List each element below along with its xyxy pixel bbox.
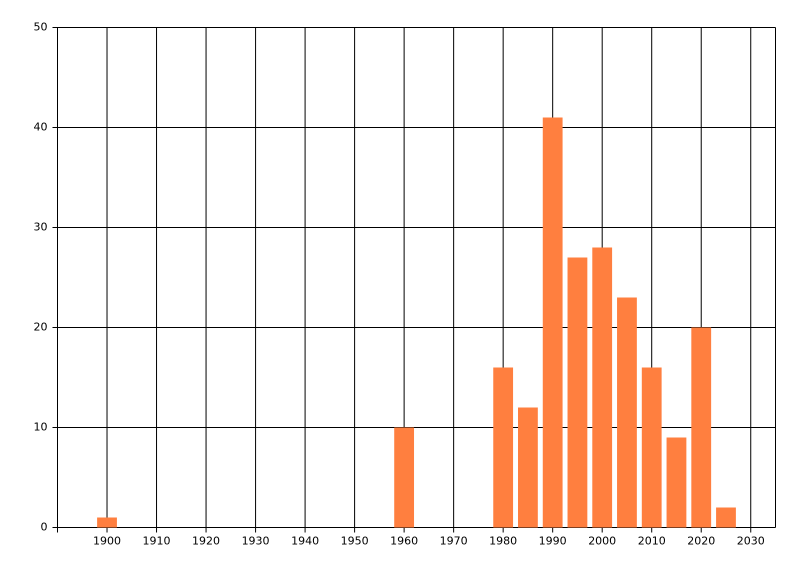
y-tick-label: 10 [34, 421, 48, 434]
x-tick-label: 1980 [489, 535, 517, 548]
bar [97, 517, 117, 528]
x-tick-label: 2020 [687, 535, 715, 548]
bar [542, 117, 563, 528]
x-tick-label: 2000 [588, 535, 616, 548]
x-tick-label: 1900 [93, 535, 121, 548]
bar [567, 257, 588, 528]
bar [691, 327, 712, 528]
x-tick-label: 1960 [390, 535, 418, 548]
x-tick-label: 1970 [440, 535, 468, 548]
bar [493, 367, 514, 528]
y-tick-label: 30 [34, 221, 48, 234]
x-tick-label: 1910 [143, 535, 171, 548]
x-tick-label: 1930 [242, 535, 270, 548]
x-tick-label: 2010 [638, 535, 666, 548]
bar [592, 247, 613, 528]
x-tick-label: 1920 [192, 535, 220, 548]
bar [716, 507, 736, 528]
bar [518, 407, 538, 528]
bar [394, 427, 415, 528]
bar [617, 297, 637, 528]
y-tick-label: 50 [34, 21, 48, 34]
x-tick-label: 1940 [291, 535, 319, 548]
x-tick-label: 2030 [737, 535, 765, 548]
x-tick-label: 1990 [539, 535, 567, 548]
y-tick-label: 0 [41, 521, 48, 534]
bar [641, 367, 662, 528]
x-tick-label: 1950 [341, 535, 369, 548]
bar [666, 437, 687, 528]
y-tick-label: 40 [34, 121, 48, 134]
y-tick-label: 20 [34, 321, 48, 334]
